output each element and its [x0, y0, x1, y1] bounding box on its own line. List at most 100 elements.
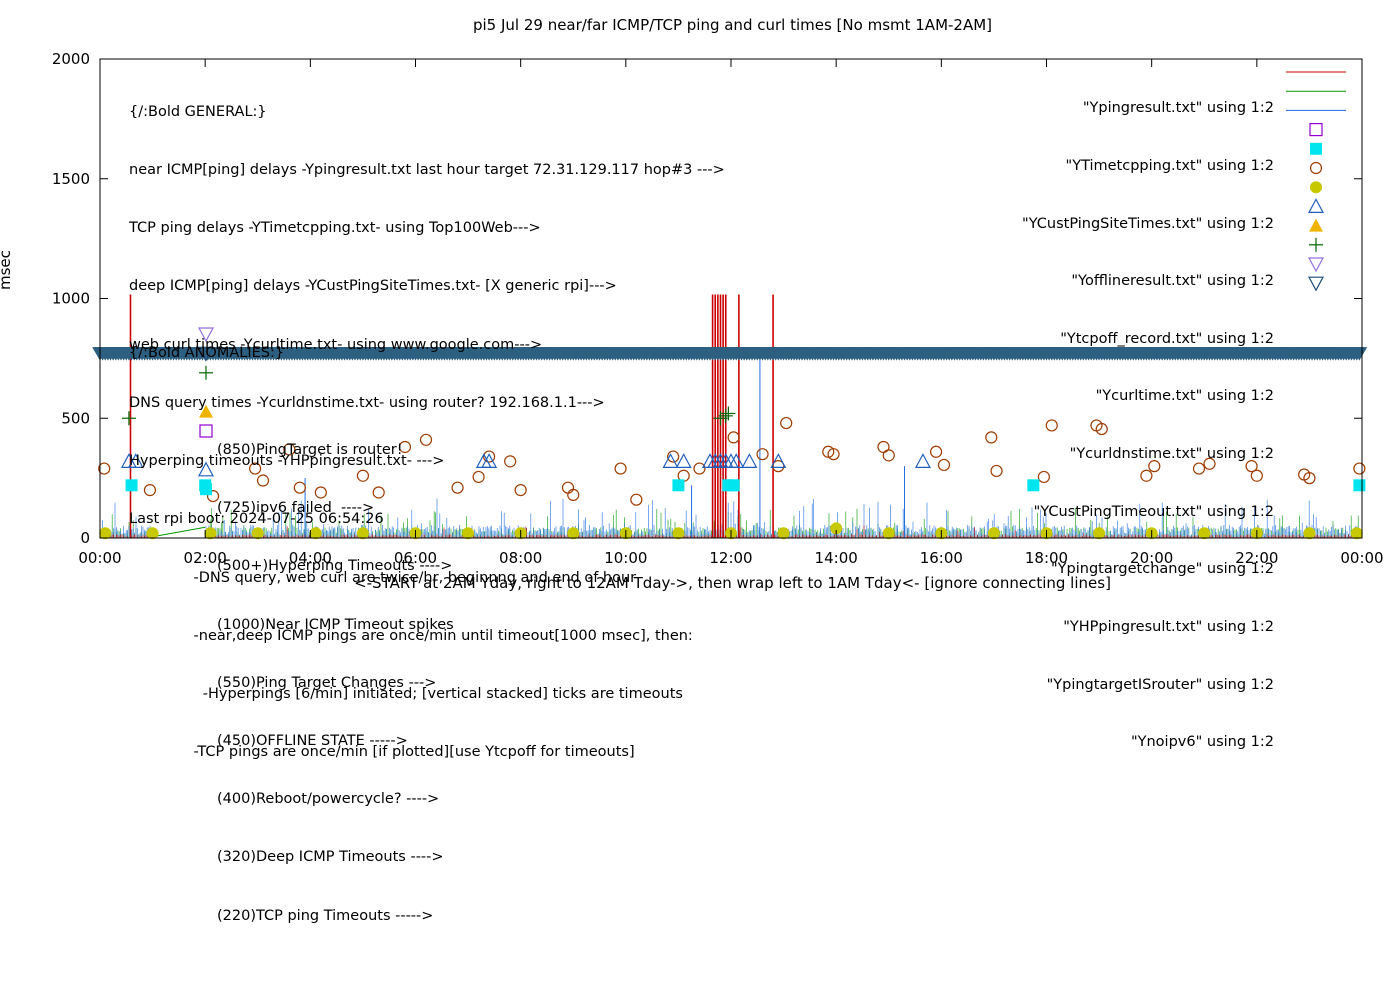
data-point	[770, 453, 787, 468]
note-line: near ICMP[ping] delays -Ypingresult.txt …	[129, 162, 725, 179]
data-point	[985, 431, 998, 444]
legend-entry: "Ycurldnstime.txt" using 1:2	[1069, 446, 1274, 463]
legend-entry: "Ytcpoff_record.txt" using 1:2	[1060, 330, 1274, 347]
data-point	[356, 469, 370, 482]
x-tick-label: 00:00	[1340, 549, 1383, 567]
data-point	[727, 431, 740, 444]
x-tick-label: 18:00	[1025, 549, 1068, 567]
data-point	[567, 488, 580, 501]
data-point	[914, 453, 931, 468]
x-tick-label: 04:00	[289, 549, 332, 567]
data-point	[256, 474, 270, 487]
anomaly-line: (320)Deep ICMP Timeouts ---->	[217, 849, 444, 866]
legend-entry: "Yofflineresult.txt" using 1:2	[1071, 273, 1274, 290]
data-point	[830, 522, 843, 535]
data-point	[283, 443, 296, 456]
data-point	[472, 470, 485, 484]
data-point	[1250, 469, 1263, 482]
data-point	[127, 453, 144, 468]
note-line: -DNS query, web curl are twice/hr, begin…	[129, 569, 637, 586]
data-point	[99, 527, 112, 540]
note-line: deep ICMP[ping] delays -YCustPingSiteTim…	[129, 278, 617, 295]
anomaly-icons	[197, 327, 215, 496]
x-tick-label: 00:00	[78, 549, 121, 567]
data-point	[1303, 472, 1316, 485]
data-point	[1245, 460, 1258, 473]
data-point	[614, 462, 627, 475]
x-tick-label: 02:00	[184, 549, 227, 567]
anomaly-line: (1000)Near ICMP Timeout spikes	[217, 616, 454, 633]
x-tick-label: 12:00	[709, 549, 752, 567]
data-point	[675, 453, 692, 468]
data-point	[483, 450, 496, 463]
anomaly-icon	[200, 483, 212, 496]
note-line: Hyperping timeouts -YHPpingresult.txt- -…	[129, 453, 445, 470]
data-point	[822, 445, 835, 458]
data-point	[125, 479, 138, 492]
data-point	[419, 433, 433, 446]
data-point	[204, 527, 217, 540]
legend-entry: "Ypingresult.txt" using 1:2	[1082, 100, 1274, 117]
data-point	[1037, 470, 1050, 484]
note-line: Last rpi boot: 2024-07-25 06:54:26	[129, 511, 384, 528]
anomaly-icon	[197, 346, 215, 362]
x-tick-label: 10:00	[604, 549, 647, 567]
y-tick-label: 500	[61, 409, 90, 427]
data-point	[1203, 457, 1216, 470]
data-point	[630, 493, 643, 506]
anomaly-line: (400)Reboot/powercycle? ---->	[217, 791, 440, 808]
x-tick-label: 14:00	[815, 549, 858, 567]
data-point	[937, 458, 951, 472]
data-point	[662, 453, 679, 468]
data-point	[756, 448, 769, 461]
data-point	[1198, 527, 1211, 540]
note-line: TCP ping delays -YTimetcpping.txt- using…	[129, 220, 541, 237]
legend-sample	[1307, 257, 1325, 273]
anomaly-line: (550)Ping Target Changes --->	[217, 674, 437, 691]
anomaly-icon	[199, 424, 213, 438]
anomaly-line: (220)TCP ping Timeouts ----->	[217, 907, 434, 924]
data-point	[877, 440, 890, 454]
legend-entry: "YHPpingresult.txt" using 1:2	[1063, 618, 1274, 635]
anomaly-icon	[197, 327, 215, 343]
anomaly-line: (850)PingTarget is router!	[217, 441, 403, 458]
legend-entry: "Ypingtargetchange" using 1:2	[1051, 561, 1274, 578]
legend-entry: "YCustPingSiteTimes.txt" using 1:2	[1022, 215, 1274, 232]
data-point	[481, 453, 498, 468]
data-point	[504, 455, 517, 468]
legend-entry: "YpingtargetISrouter" using 1:2	[1046, 676, 1274, 693]
y-tick-label: 1000	[52, 290, 90, 308]
data-point	[777, 527, 790, 540]
data-point	[309, 527, 322, 540]
x-tick-label: 08:00	[499, 549, 542, 567]
legend-entry: "Ynoipv6" using 1:2	[1130, 734, 1274, 751]
wrap-connecting-line	[152, 526, 206, 538]
legend-samples	[1286, 71, 1346, 292]
legend-sample	[1310, 181, 1322, 194]
note-line: {/:Bold GENERAL:}	[129, 103, 267, 120]
data-point	[672, 479, 685, 492]
data-point	[780, 416, 793, 430]
legend-sample	[1307, 198, 1325, 213]
data-point	[356, 527, 369, 540]
data-point	[514, 484, 527, 497]
anomaly-line: (500+)Hyperping Timeouts ---->	[217, 558, 453, 575]
data-point	[1140, 469, 1153, 482]
data-point	[293, 481, 306, 494]
anomaly-line: (725)ipv6 failed ---->	[217, 500, 375, 517]
data-point	[1148, 460, 1161, 473]
note-line: web curl times -Ycurltime.txt- using www…	[129, 336, 543, 353]
legend-entry: "YTimetcpping.txt" using 1:2	[1065, 158, 1274, 175]
x-tick-label: 06:00	[394, 549, 437, 567]
data-point	[1045, 419, 1058, 432]
data-point	[1192, 462, 1206, 475]
data-point	[728, 453, 745, 468]
data-point	[143, 484, 157, 497]
y-tick-label: 2000	[52, 50, 90, 68]
data-point	[372, 486, 385, 499]
data-point	[772, 460, 785, 473]
y-tick-label: 1500	[52, 170, 90, 188]
data-point	[206, 489, 220, 503]
note-line: DNS query times -Ycurldnstime.txt- using…	[129, 394, 605, 411]
x-tick-label: 22:00	[1235, 549, 1278, 567]
